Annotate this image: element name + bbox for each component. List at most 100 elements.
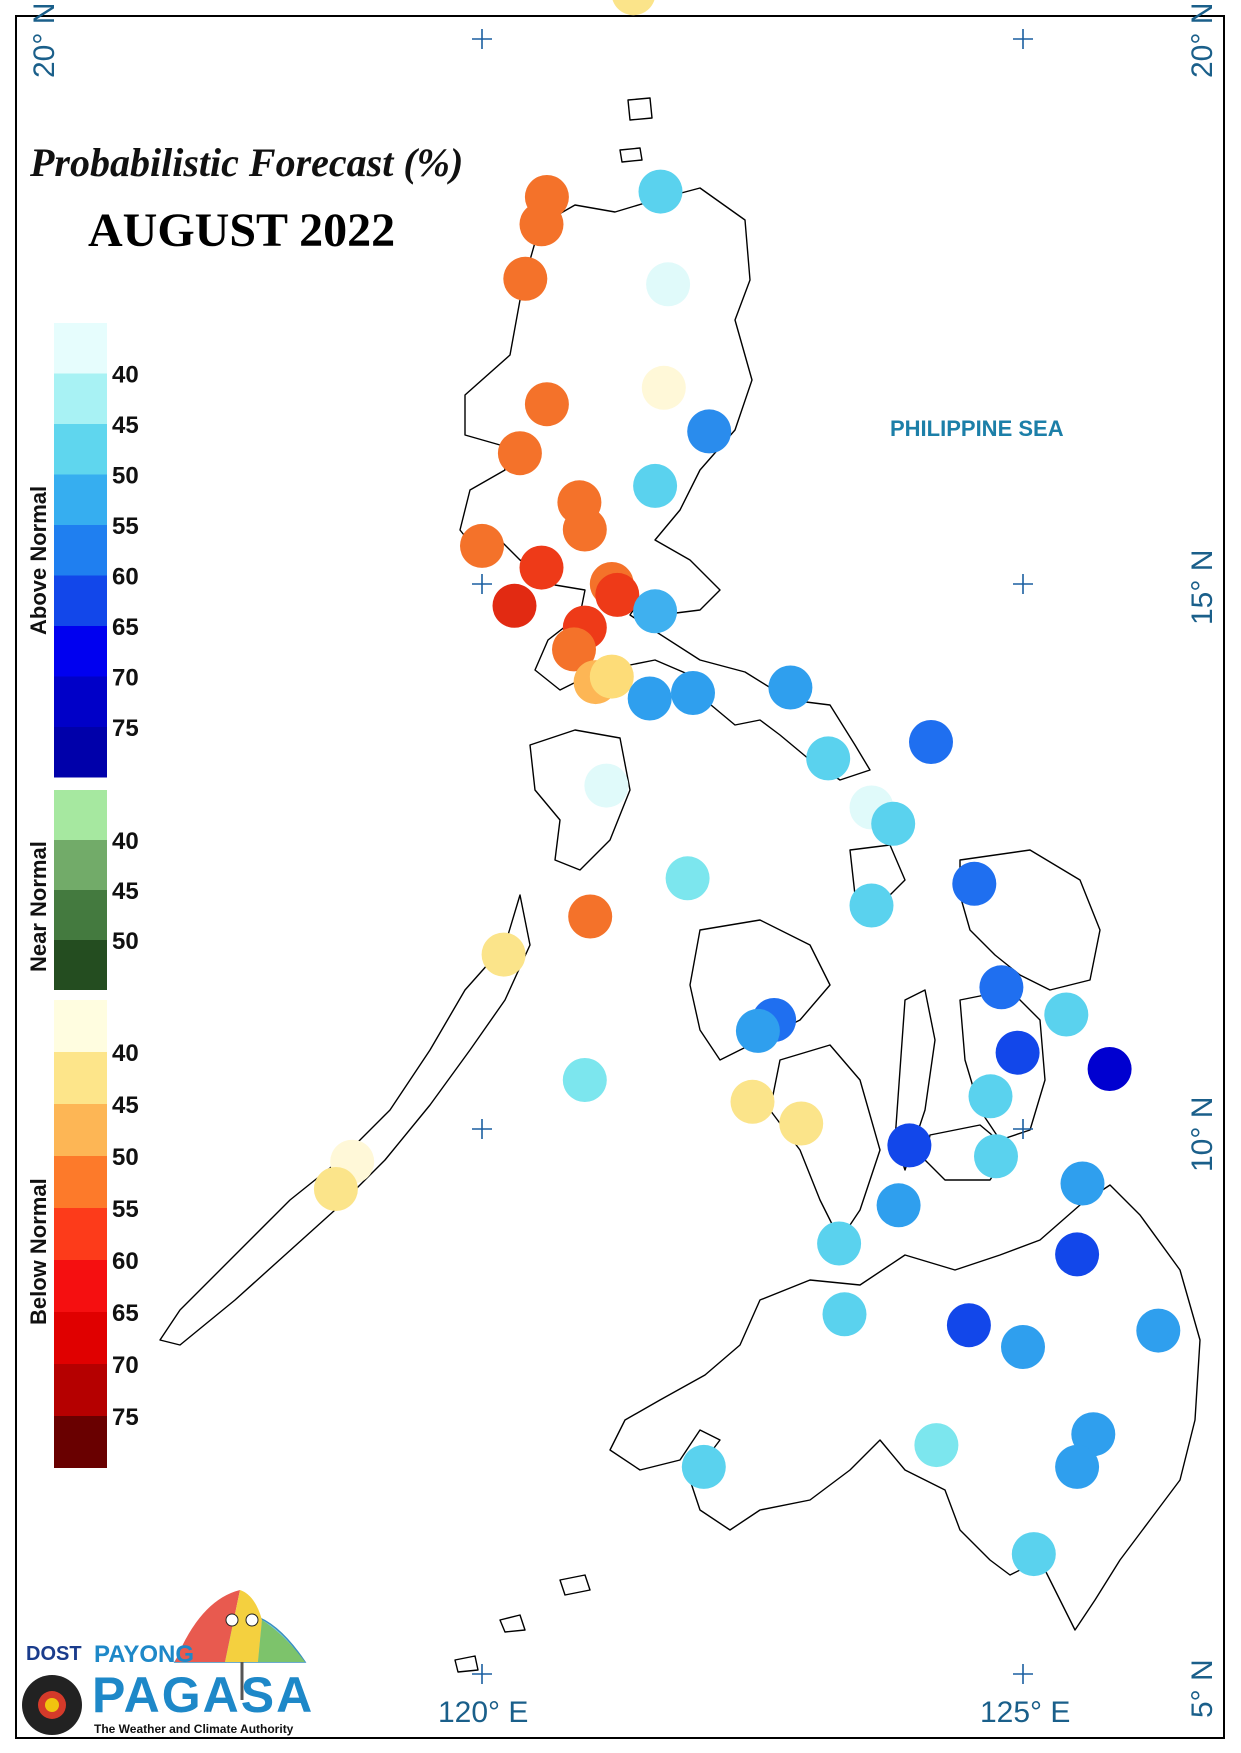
legend-above-normal: 40 45 50 55 60 65 70 75: [54, 323, 139, 778]
legend-near-swatch: [54, 890, 107, 940]
station-dot-above: [562, 1058, 607, 1102]
legend-above-tick: 45: [112, 412, 139, 439]
station-dot-below: [595, 572, 640, 617]
legend-above-swatch: [54, 727, 107, 778]
umbrella-eye-right: [245, 1613, 259, 1627]
station-dot-above: [806, 736, 851, 781]
map-frame: [15, 15, 1225, 1739]
station-dot-above: [1011, 1532, 1056, 1577]
station-dot-below: [524, 382, 569, 427]
station-dot-below: [503, 256, 548, 301]
legend-below-tick: 70: [112, 1352, 139, 1379]
negros-coast: [769, 1044, 881, 1241]
station-dot-above: [952, 861, 997, 906]
station-dot-above: [909, 720, 953, 764]
lon-125-label: 125° E: [980, 1696, 1070, 1729]
station-dot-above: [1044, 992, 1089, 1037]
palawan-coast: [159, 894, 531, 1346]
legend-near-tick: 40: [112, 828, 139, 855]
station-dot-above: [974, 1134, 1018, 1179]
station-dot-below: [552, 627, 596, 672]
legend-below-normal: 40 45 50 55 60 65 70 75: [54, 1000, 139, 1468]
lat-20-left-label: 20° N: [28, 3, 61, 78]
station-dot-above: [1055, 1444, 1100, 1489]
legend-above-tick: 60: [112, 564, 139, 591]
legend-below-tick: 45: [112, 1092, 139, 1119]
logo-tagline: The Weather and Climate Authority: [94, 1722, 294, 1736]
station-dot-below: [497, 431, 542, 476]
station-dot-above: [887, 1123, 932, 1168]
station-dot-above: [876, 1183, 921, 1228]
station-dot-above: [914, 1423, 959, 1468]
station-dot-above: [681, 1444, 726, 1489]
legend-above-swatch: [54, 373, 107, 424]
station-dot-above: [735, 1008, 780, 1053]
station-dots-layer: [313, 0, 1181, 1577]
station-dot-above: [584, 763, 629, 808]
station-dot-below: [519, 202, 564, 247]
station-dot-below: [460, 523, 504, 568]
legend-below-swatch: [54, 1208, 107, 1260]
mindanao-coast: [609, 1184, 1201, 1631]
legend-below-swatch: [54, 1156, 107, 1208]
station-dot-above: [665, 856, 710, 901]
station-dot-above: [968, 1074, 1013, 1119]
legend-near-swatch: [54, 840, 107, 890]
lat-15-label: 15° N: [1186, 550, 1219, 625]
legend-below-tick: 40: [112, 1040, 139, 1067]
station-dot-above: [633, 463, 678, 508]
station-dot-below: [562, 507, 607, 552]
logo-dost-text: DOST: [26, 1643, 82, 1665]
legend-near-swatch: [54, 790, 107, 840]
station-dot-above: [995, 1030, 1040, 1075]
legend-above-label: Above Normal: [26, 486, 51, 635]
legend-below-swatch: [54, 1416, 107, 1468]
station-dot-above: [849, 883, 894, 928]
legend-below-tick: 65: [112, 1300, 139, 1327]
station-dot-above: [979, 965, 1024, 1010]
legend-above-tick: 70: [112, 665, 139, 692]
legend-above-swatch: [54, 323, 107, 374]
legend-above-tick: 65: [112, 614, 139, 641]
lat-10-label: 10° N: [1186, 1097, 1219, 1172]
station-dot-above: [671, 671, 715, 715]
station-dot-above: [871, 801, 916, 846]
sulu-islands: [454, 1574, 591, 1673]
station-dot-below: [492, 583, 537, 628]
logo-pagasa-text: PAGASA: [92, 1667, 314, 1723]
legend-below-tick: 50: [112, 1144, 139, 1171]
legend-below-swatch: [54, 1104, 107, 1156]
station-dot-below: [589, 654, 634, 699]
lon-120-label: 120° E: [438, 1696, 528, 1729]
pagasa-logo: DOST PAYONG PAGASA The Weather and Clima…: [22, 1590, 314, 1736]
map-title: Probabilistic Forecast (%): [29, 140, 463, 185]
legend-near-tick: 45: [112, 878, 139, 905]
legend-near-normal: 40 45 50: [54, 790, 139, 990]
legend-above-tick: 75: [112, 715, 139, 742]
lat-5-label: 5° N: [1186, 1659, 1219, 1718]
station-dot-above: [817, 1221, 862, 1266]
legend-below-swatch: [54, 1052, 107, 1104]
station-dot-above: [1071, 1412, 1116, 1457]
station-dot-above: [768, 665, 813, 710]
umbrella-panel-yellow: [225, 1590, 262, 1662]
station-dot-above: [946, 1303, 991, 1348]
logo-payong-text: PAYONG: [94, 1641, 194, 1668]
legend: 40 45 50 55 60 65 70 75 40 45 50 40 45 50 55 60 65 70 75…: [26, 323, 139, 1468]
station-dot-below: [519, 545, 564, 590]
station-dot-below: [568, 894, 613, 939]
legend-below-swatch: [54, 1364, 107, 1416]
station-dot-above: [1001, 1325, 1045, 1369]
legend-below-tick: 60: [112, 1248, 139, 1275]
legend-above-swatch: [54, 525, 107, 576]
station-dot-above: [822, 1292, 867, 1337]
legend-near-tick: 50: [112, 928, 139, 955]
legend-near-swatch: [54, 940, 107, 990]
station-dot-above: [1055, 1232, 1100, 1277]
legend-below-tick: 55: [112, 1196, 139, 1223]
legend-above-swatch: [54, 474, 107, 525]
station-dot-above: [1136, 1308, 1181, 1353]
forecast-period: AUGUST 2022: [88, 204, 395, 257]
batanes-islands: [619, 97, 653, 163]
station-dot-above: [638, 169, 683, 214]
